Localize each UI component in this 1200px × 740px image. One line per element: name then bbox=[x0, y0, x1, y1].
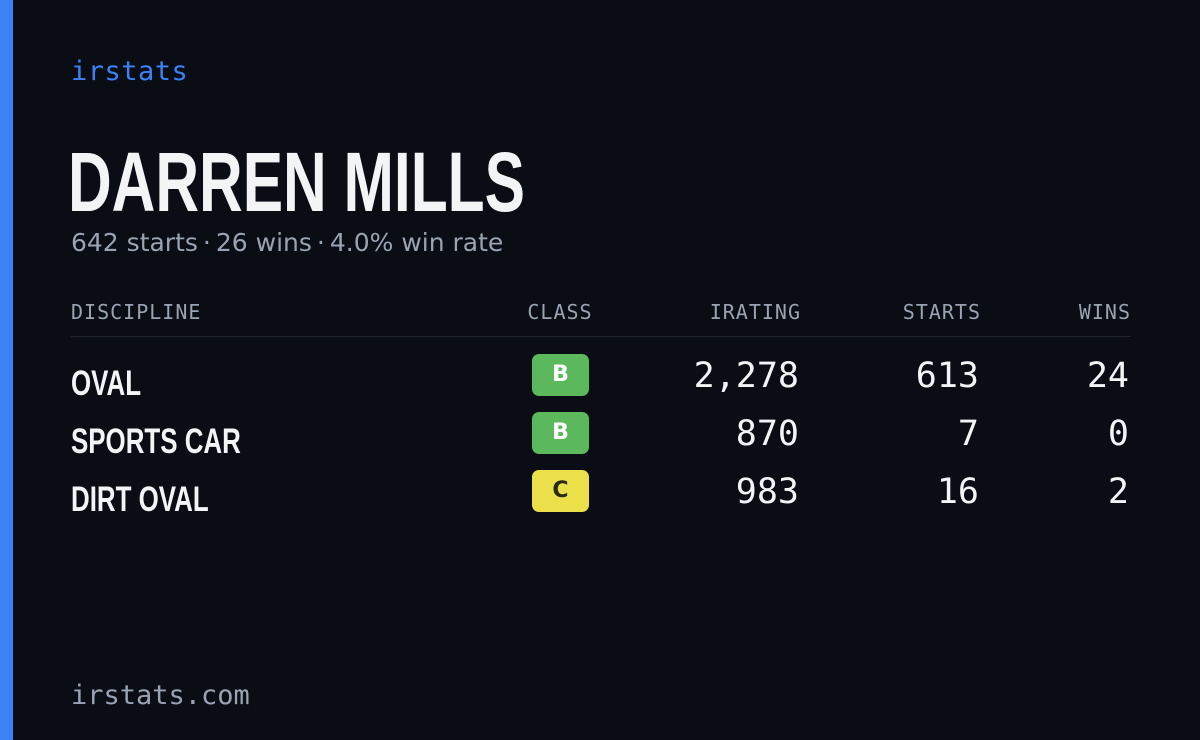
win-rate-summary: 4.0% win rate bbox=[329, 228, 504, 257]
table-row: OVAL B 2,278 613 24 bbox=[71, 354, 1131, 412]
starts-summary: 642 starts bbox=[71, 228, 198, 257]
wins-summary: 26 wins bbox=[215, 228, 312, 257]
discipline-name: OVAL bbox=[71, 364, 142, 403]
column-header-wins: WINS bbox=[1078, 300, 1131, 324]
class-badge: B bbox=[532, 354, 589, 396]
discipline-name: SPORTS CAR bbox=[71, 422, 241, 461]
starts-value: 7 bbox=[957, 414, 979, 454]
class-badge: C bbox=[532, 470, 589, 512]
table-row: SPORTS CAR B 870 7 0 bbox=[71, 412, 1131, 470]
brand-logo: irstats bbox=[71, 56, 189, 87]
column-header-class: CLASS bbox=[527, 300, 593, 324]
irating-value: 870 bbox=[735, 414, 799, 454]
separator: · bbox=[316, 228, 325, 257]
separator: · bbox=[202, 228, 211, 257]
accent-bar bbox=[0, 0, 13, 740]
starts-value: 16 bbox=[936, 472, 979, 512]
column-header-irating: IRATING bbox=[709, 300, 801, 324]
starts-value: 613 bbox=[915, 356, 979, 396]
column-header-starts: STARTS bbox=[902, 300, 981, 324]
irating-value: 2,278 bbox=[693, 356, 799, 396]
class-badge: B bbox=[532, 412, 589, 454]
table-header: DISCIPLINE CLASS IRATING STARTS WINS bbox=[71, 300, 1131, 337]
irating-value: 983 bbox=[735, 472, 799, 512]
table-row: DIRT OVAL C 983 16 2 bbox=[71, 470, 1131, 528]
wins-value: 2 bbox=[1107, 472, 1129, 512]
driver-name: DARREN MILLS bbox=[68, 135, 525, 229]
driver-summary: 642 starts · 26 wins · 4.0% win rate bbox=[71, 228, 503, 257]
footer-domain: irstats.com bbox=[71, 680, 250, 711]
wins-value: 0 bbox=[1107, 414, 1129, 454]
discipline-name: DIRT OVAL bbox=[71, 480, 209, 519]
column-header-discipline: DISCIPLINE bbox=[71, 300, 202, 324]
wins-value: 24 bbox=[1086, 356, 1129, 396]
